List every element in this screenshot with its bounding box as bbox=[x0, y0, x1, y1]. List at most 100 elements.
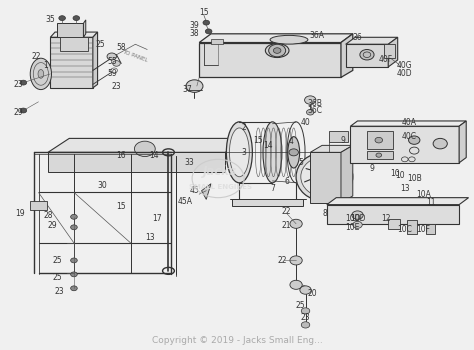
Text: 10D: 10D bbox=[345, 214, 361, 223]
Circle shape bbox=[352, 211, 363, 219]
Ellipse shape bbox=[30, 58, 52, 90]
Text: 19: 19 bbox=[15, 209, 25, 218]
Text: 2: 2 bbox=[242, 124, 246, 132]
Text: 28: 28 bbox=[43, 211, 53, 219]
Polygon shape bbox=[48, 138, 246, 152]
Circle shape bbox=[305, 96, 316, 104]
Circle shape bbox=[301, 322, 310, 328]
Circle shape bbox=[135, 141, 155, 156]
Circle shape bbox=[307, 110, 314, 115]
Polygon shape bbox=[310, 152, 341, 203]
Ellipse shape bbox=[227, 122, 252, 183]
Ellipse shape bbox=[296, 152, 353, 201]
Circle shape bbox=[107, 53, 117, 60]
Circle shape bbox=[73, 16, 80, 21]
Circle shape bbox=[20, 108, 27, 113]
Text: 35: 35 bbox=[46, 15, 55, 24]
Text: 9: 9 bbox=[341, 136, 346, 145]
Circle shape bbox=[113, 61, 120, 66]
Circle shape bbox=[318, 172, 330, 181]
Text: 36A: 36A bbox=[310, 31, 325, 40]
Text: 40F: 40F bbox=[379, 55, 393, 64]
Circle shape bbox=[301, 308, 310, 314]
Text: 36C: 36C bbox=[308, 106, 322, 115]
Circle shape bbox=[300, 286, 311, 294]
Text: 15: 15 bbox=[254, 136, 263, 145]
Text: 37: 37 bbox=[182, 85, 192, 94]
Text: 40: 40 bbox=[301, 118, 310, 127]
Bar bbox=[211, 39, 223, 44]
Text: 10C: 10C bbox=[397, 225, 412, 233]
Bar bbox=[30, 201, 46, 210]
Text: 17: 17 bbox=[152, 214, 162, 223]
Text: 12: 12 bbox=[381, 214, 391, 223]
Text: 23: 23 bbox=[112, 82, 121, 91]
Text: 30: 30 bbox=[98, 181, 107, 190]
Ellipse shape bbox=[38, 70, 44, 78]
Text: TO PANEL: TO PANEL bbox=[122, 49, 149, 63]
Polygon shape bbox=[48, 152, 225, 172]
Text: 59: 59 bbox=[107, 69, 117, 78]
Bar bbox=[407, 220, 417, 234]
Text: 8: 8 bbox=[322, 209, 327, 218]
Polygon shape bbox=[57, 23, 83, 37]
Polygon shape bbox=[199, 34, 353, 43]
Circle shape bbox=[289, 149, 299, 156]
Text: 23: 23 bbox=[301, 314, 310, 322]
Polygon shape bbox=[50, 32, 98, 37]
Text: 11: 11 bbox=[426, 198, 436, 208]
Circle shape bbox=[273, 48, 281, 53]
Polygon shape bbox=[83, 20, 86, 37]
Circle shape bbox=[71, 225, 77, 230]
Circle shape bbox=[269, 44, 286, 57]
Circle shape bbox=[205, 29, 212, 34]
Text: 25: 25 bbox=[53, 256, 62, 265]
Circle shape bbox=[71, 215, 77, 219]
Text: 16: 16 bbox=[117, 151, 126, 160]
Circle shape bbox=[71, 272, 77, 277]
Text: 10A: 10A bbox=[416, 190, 431, 199]
Bar bbox=[60, 37, 88, 51]
Text: 10B: 10B bbox=[407, 174, 421, 183]
Ellipse shape bbox=[265, 43, 289, 57]
Text: 25: 25 bbox=[53, 273, 62, 282]
Text: 40C: 40C bbox=[402, 132, 417, 141]
Text: 45: 45 bbox=[190, 186, 200, 195]
Text: 1: 1 bbox=[43, 61, 48, 70]
Polygon shape bbox=[346, 44, 388, 67]
Text: 10D: 10D bbox=[350, 214, 365, 223]
Polygon shape bbox=[388, 37, 398, 67]
Text: 25: 25 bbox=[296, 301, 306, 310]
Text: SMALL ENGINES: SMALL ENGINES bbox=[189, 184, 252, 190]
Ellipse shape bbox=[288, 136, 300, 168]
Text: 36: 36 bbox=[353, 33, 363, 42]
Circle shape bbox=[59, 16, 65, 21]
Polygon shape bbox=[346, 37, 398, 44]
Text: 3: 3 bbox=[242, 148, 246, 157]
Text: 22: 22 bbox=[277, 256, 287, 265]
Circle shape bbox=[353, 221, 362, 228]
Text: 5: 5 bbox=[298, 158, 303, 167]
Circle shape bbox=[290, 280, 302, 289]
Text: 29: 29 bbox=[48, 221, 57, 230]
Polygon shape bbox=[201, 184, 211, 199]
Text: 14: 14 bbox=[149, 151, 159, 160]
Bar bbox=[367, 150, 393, 159]
Circle shape bbox=[375, 137, 383, 143]
Text: 13: 13 bbox=[145, 233, 155, 242]
Text: 23: 23 bbox=[55, 287, 64, 296]
Polygon shape bbox=[459, 121, 466, 163]
Polygon shape bbox=[93, 32, 98, 88]
Text: 15: 15 bbox=[199, 8, 209, 18]
Text: 9: 9 bbox=[369, 163, 374, 173]
Ellipse shape bbox=[263, 122, 282, 183]
Polygon shape bbox=[50, 37, 93, 88]
Text: 55: 55 bbox=[107, 57, 117, 66]
Text: Copyright © 2019 - Jacks Small Eng...: Copyright © 2019 - Jacks Small Eng... bbox=[152, 336, 322, 345]
Text: Jacks: Jacks bbox=[203, 165, 237, 178]
Bar bbox=[426, 224, 435, 234]
Text: 20: 20 bbox=[308, 289, 318, 298]
Bar bbox=[388, 219, 400, 229]
Polygon shape bbox=[310, 145, 353, 152]
Text: 36B: 36B bbox=[308, 99, 322, 108]
